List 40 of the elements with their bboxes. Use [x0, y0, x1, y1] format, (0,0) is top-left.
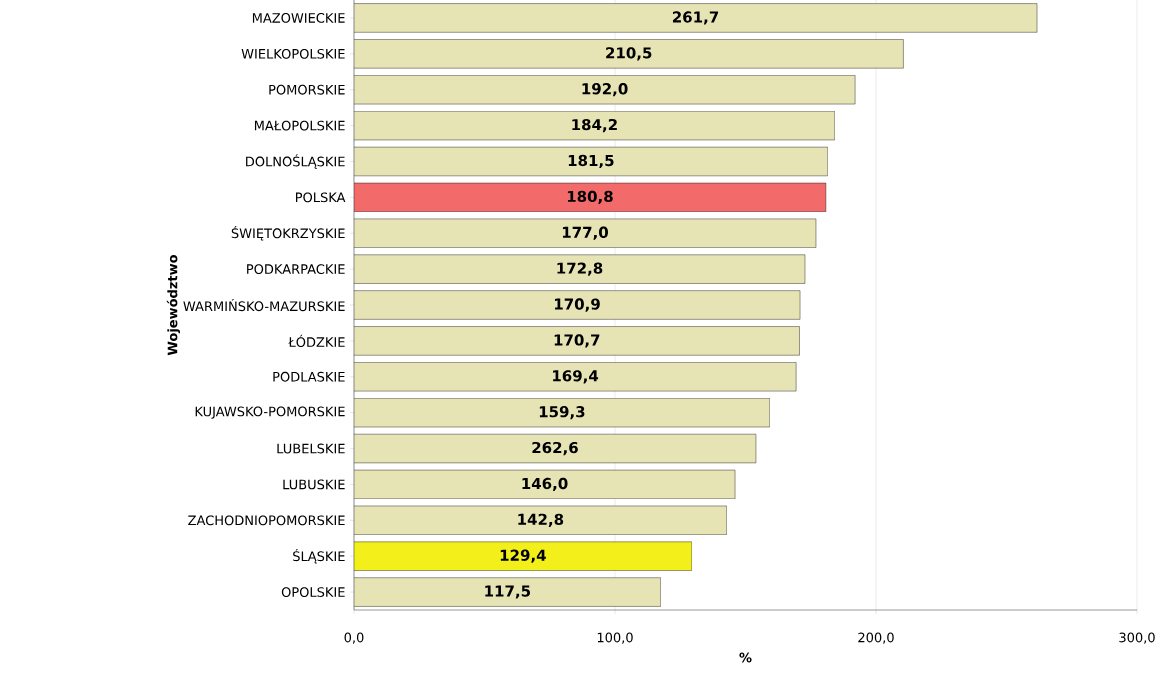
- data-label: 210,5: [606, 47, 652, 61]
- y-axis-title: Województwo: [166, 255, 181, 356]
- annotation: 262,6: [532, 441, 578, 456]
- x-tick-label: 300,0: [1119, 632, 1155, 644]
- y-tick-label: ŚWIĘTOKRZYSKIE: [231, 225, 345, 241]
- data-label: 170,7: [554, 334, 600, 348]
- y-tick-label: ŚLĄSKIE: [293, 548, 345, 564]
- data-label: 129,4: [500, 549, 546, 563]
- y-tick-label: MAŁOPOLSKIE: [254, 120, 345, 131]
- y-tick-label: WARMIŃSKO-MAZURSKIE: [183, 298, 345, 312]
- y-tick-label: MAZOWIECKIE: [252, 13, 345, 23]
- y-tick-label: OPOLSKIE: [281, 587, 345, 597]
- y-tick-label: WIELKOPOLSKIE: [241, 48, 345, 59]
- data-label: 172,8: [557, 262, 603, 276]
- data-label: 261,7: [672, 11, 719, 25]
- y-tick-label: LUBUSKIE: [283, 479, 345, 490]
- data-label: 159,3: [539, 406, 585, 420]
- y-tick-label: PODKARPACKIE: [247, 264, 345, 275]
- data-label: 146,0: [522, 477, 568, 492]
- data-label: 117,5: [485, 585, 531, 599]
- y-tick-label: DOLNOŚLĄSKIE: [246, 154, 345, 169]
- data-label: 169,4: [553, 370, 599, 384]
- data-label: 181,5: [568, 154, 614, 169]
- x-tick-label: 200,0: [858, 632, 894, 644]
- y-tick-label: PODLASKIE: [273, 371, 345, 382]
- data-label: 177,0: [562, 226, 608, 240]
- data-label: 192,0: [582, 83, 628, 97]
- y-tick-label: LUBELSKIE: [277, 443, 345, 454]
- data-label: 170,9: [554, 298, 600, 312]
- x-tick-label: 100,0: [597, 632, 633, 644]
- y-tick-label: KUJAWSKO-POMORSKIE: [195, 406, 345, 419]
- x-axis-title: %: [739, 652, 752, 663]
- data-label: 180,8: [567, 190, 613, 204]
- data-label: 184,2: [572, 118, 617, 133]
- y-tick-label: ZACHODNIOPOMORSKIE: [188, 515, 345, 526]
- y-tick-label: ŁÓDZKIE: [288, 334, 345, 348]
- y-tick-label: POMORSKIE: [269, 84, 345, 95]
- data-label: 142,8: [518, 513, 564, 527]
- x-tick-label: 0,0: [344, 632, 364, 644]
- y-tick-label: POLSKA: [295, 192, 346, 203]
